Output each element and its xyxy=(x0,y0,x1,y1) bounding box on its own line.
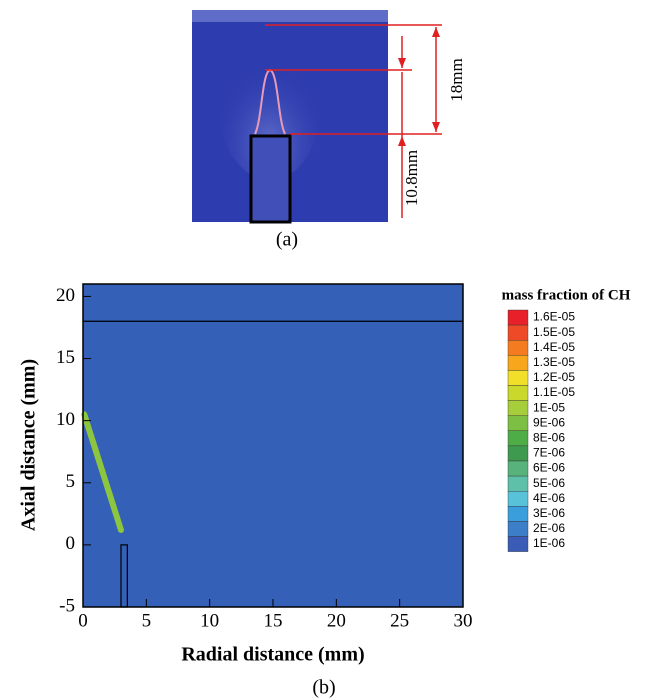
dimension-label: 18mm xyxy=(447,58,466,101)
colorbar-label: 8E-06 xyxy=(533,431,565,445)
colorbar-swatch xyxy=(507,370,529,386)
dimension-label: 10.8mm xyxy=(402,150,421,206)
colorbar-label: 3E-06 xyxy=(533,506,565,520)
colorbar-label: 4E-06 xyxy=(533,491,565,505)
x-tick-label: 0 xyxy=(78,610,88,631)
colorbar-swatch xyxy=(507,506,529,522)
colorbar-label: 7E-06 xyxy=(533,446,565,460)
caption: (b) xyxy=(312,677,335,699)
colorbar-label: 1.5E-05 xyxy=(533,325,575,339)
colorbar-swatch xyxy=(507,415,529,432)
x-tick-label: 25 xyxy=(390,610,409,631)
x-tick-label: 5 xyxy=(142,610,152,631)
colorbar-label: 1E-06 xyxy=(533,536,565,550)
y-tick-label: 10 xyxy=(56,409,75,430)
colorbar-label: 1.2E-05 xyxy=(533,370,575,384)
colorbar-label: 1.6E-05 xyxy=(533,310,575,324)
colorbar-swatch xyxy=(507,309,529,326)
colorbar-swatch xyxy=(507,536,529,552)
x-tick-label: 10 xyxy=(200,610,219,631)
y-tick-label: 20 xyxy=(56,285,75,306)
colorbar-label: 1.4E-05 xyxy=(533,340,575,354)
colorbar-title: mass fraction of CH xyxy=(502,287,631,303)
dimension-lines xyxy=(265,24,442,218)
colorbar-label: 1.3E-05 xyxy=(533,355,575,369)
photo-glow xyxy=(220,40,320,180)
colorbar-swatch xyxy=(507,521,529,537)
colorbar-label: 5E-06 xyxy=(533,476,565,490)
colorbar-swatch xyxy=(507,355,529,371)
colorbar-swatch xyxy=(507,430,529,447)
colorbar-swatch xyxy=(507,491,529,507)
photo-top-electrode xyxy=(192,10,388,22)
plot-area xyxy=(83,284,463,607)
colorbar-swatch xyxy=(507,340,529,356)
x-tick-label: 20 xyxy=(327,610,346,631)
colorbar-label: 1E-05 xyxy=(533,400,565,414)
caption: (a) xyxy=(276,229,298,251)
y-axis-title: Axial distance (mm) xyxy=(18,359,40,531)
y-tick-label: 5 xyxy=(66,471,76,492)
colorbar-label: 1.1E-05 xyxy=(533,385,575,399)
colorbar-swatch xyxy=(507,400,529,416)
colorbar-label: 6E-06 xyxy=(533,461,565,475)
y-tick-label: 0 xyxy=(66,533,76,554)
colorbar-swatch xyxy=(507,385,529,401)
x-tick-label: 30 xyxy=(454,610,473,631)
y-tick-label: 15 xyxy=(56,347,75,368)
colorbar-swatch xyxy=(507,445,529,462)
colorbar-swatch xyxy=(507,324,529,341)
colorbar-swatch xyxy=(507,460,529,477)
x-axis-title: Radial distance (mm) xyxy=(181,644,364,666)
flame-front xyxy=(81,411,124,533)
y-tick-label: -5 xyxy=(59,595,75,616)
panel-a: 18mm 10.8mm (a) xyxy=(192,10,466,251)
panel-b: Radial distance (mm) Axial distance (mm)… xyxy=(18,283,631,699)
x-tick-label: 15 xyxy=(264,610,283,631)
colorbar-label: 9E-06 xyxy=(533,415,565,429)
colorbar-label: 2E-06 xyxy=(533,521,565,535)
photo-electrode xyxy=(249,134,292,224)
colorbar-swatch xyxy=(507,475,529,492)
